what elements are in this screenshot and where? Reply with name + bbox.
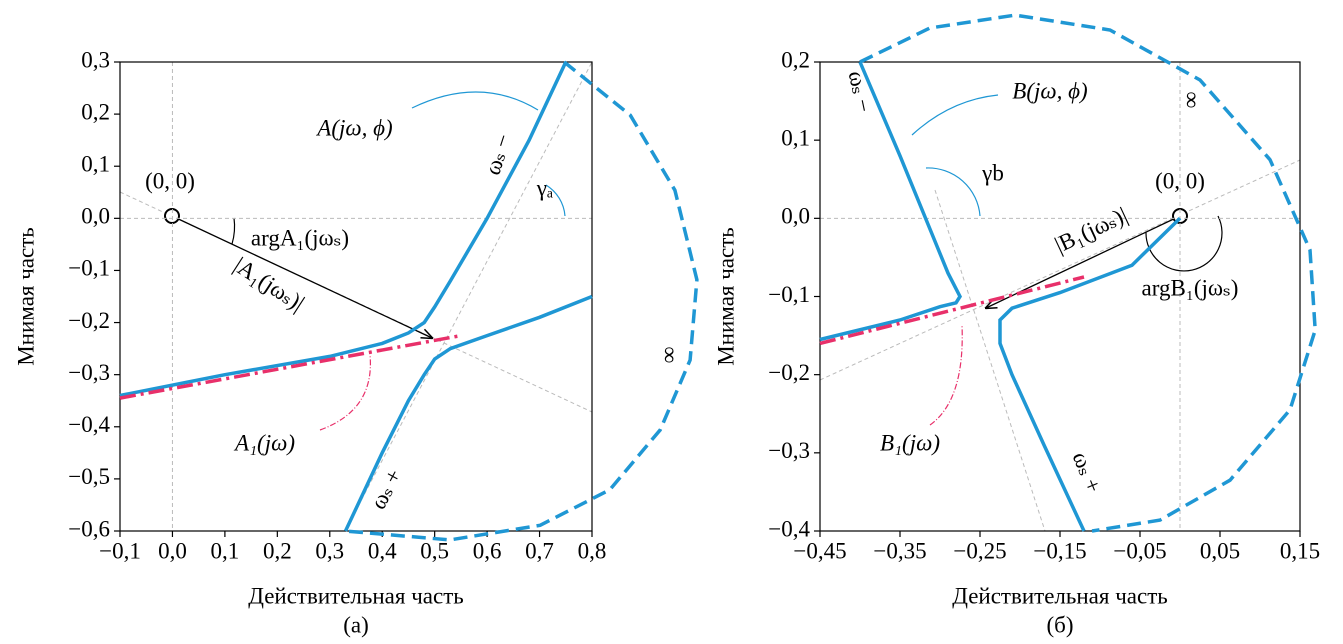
x-tick-label: −0,35 xyxy=(873,538,926,563)
y-tick-label: −0,4 xyxy=(68,412,110,437)
series-label: A₁(jω) xyxy=(233,430,295,455)
y-axis-label: Мнимая часть xyxy=(13,227,38,366)
plot-frame xyxy=(819,61,1301,532)
x-tick-label: 0,2 xyxy=(263,538,292,563)
asymptote xyxy=(344,61,593,532)
x-axis-label: Действительная часть xyxy=(952,583,1168,608)
y-tick-label: −0,3 xyxy=(68,360,110,385)
angle-arc xyxy=(1145,215,1223,272)
annotation: argB₁(jωₛ) xyxy=(1142,275,1239,300)
x-tick-label: −0,1 xyxy=(99,538,141,563)
y-tick-label: 0,3 xyxy=(81,47,110,72)
annotation: argA₁(jωₛ) xyxy=(251,225,349,250)
x-tick-label: 0,15 xyxy=(1280,538,1320,563)
y-tick-label: 0,0 xyxy=(81,204,110,229)
y-tick-label: 0,2 xyxy=(81,99,110,124)
series-line xyxy=(119,333,462,400)
series-label: A(jω, ϕ) xyxy=(315,115,392,140)
vector-arrow xyxy=(171,215,432,338)
annotation: γb xyxy=(981,160,1004,185)
y-axis-label: Мнимая часть xyxy=(713,227,738,366)
y-tick-label: −0,3 xyxy=(768,438,810,463)
y-tick-label: −0,6 xyxy=(68,516,110,541)
y-tick-label: −0,1 xyxy=(68,256,110,281)
y-tick-label: −0,2 xyxy=(68,308,110,333)
series-line xyxy=(344,60,699,542)
series-label: ∞ xyxy=(658,347,683,363)
x-tick-label: −0,15 xyxy=(1033,538,1086,563)
x-tick-label: 0,4 xyxy=(368,538,397,563)
y-tick-label: −0,2 xyxy=(768,360,810,385)
annotation: γₐ xyxy=(536,175,553,200)
y-tick-label: −0,5 xyxy=(68,464,110,489)
series-label: B(jω, ϕ) xyxy=(1012,78,1087,103)
y-tick-label: 0,1 xyxy=(81,152,110,177)
annotation: (0, 0) xyxy=(145,168,195,193)
angle-arc xyxy=(925,167,981,217)
x-axis-label: Действительная часть xyxy=(248,583,464,608)
x-tick-label: 0,7 xyxy=(525,538,554,563)
angle-arc xyxy=(231,217,236,245)
panel-caption: (б) xyxy=(1046,612,1073,637)
leader-line xyxy=(319,354,372,431)
leader-line xyxy=(411,91,539,111)
y-tick-label: −0,1 xyxy=(768,282,810,307)
asymptote xyxy=(934,189,1046,532)
annotation: |B₁(jωₛ)| xyxy=(1051,202,1132,257)
series-line xyxy=(859,13,1317,533)
annotation: ωₛ + xyxy=(1068,448,1107,496)
x-tick-label: −0,25 xyxy=(953,538,1006,563)
x-tick-label: −0,05 xyxy=(1113,538,1166,563)
leader-line xyxy=(911,94,999,136)
leader-line xyxy=(929,324,963,426)
x-tick-label: 0,0 xyxy=(158,538,187,563)
series-line xyxy=(819,61,1182,532)
y-tick-label: 0,2 xyxy=(781,47,810,72)
x-tick-label: −0,45 xyxy=(793,538,846,563)
x-tick-label: 0,05 xyxy=(1200,538,1240,563)
x-tick-label: 0,3 xyxy=(315,538,344,563)
annotation: ωₛ − xyxy=(844,69,877,115)
x-tick-label: 0,5 xyxy=(420,538,449,563)
series-label: ∞ xyxy=(1180,92,1205,108)
series-label: B₁(jω) xyxy=(880,430,940,455)
y-tick-label: −0,4 xyxy=(768,516,810,541)
y-tick-label: 0,1 xyxy=(781,125,810,150)
x-tick-label: 0,8 xyxy=(578,538,607,563)
series-line xyxy=(819,275,1085,346)
angle-arc xyxy=(545,184,566,217)
y-tick-label: 0,0 xyxy=(781,204,810,229)
annotation: (0, 0) xyxy=(1155,168,1205,193)
x-tick-label: 0,1 xyxy=(211,538,240,563)
asymptote xyxy=(819,159,1301,381)
x-tick-label: 0,6 xyxy=(473,538,502,563)
series-line xyxy=(119,61,593,532)
panel-caption: (а) xyxy=(343,612,369,637)
